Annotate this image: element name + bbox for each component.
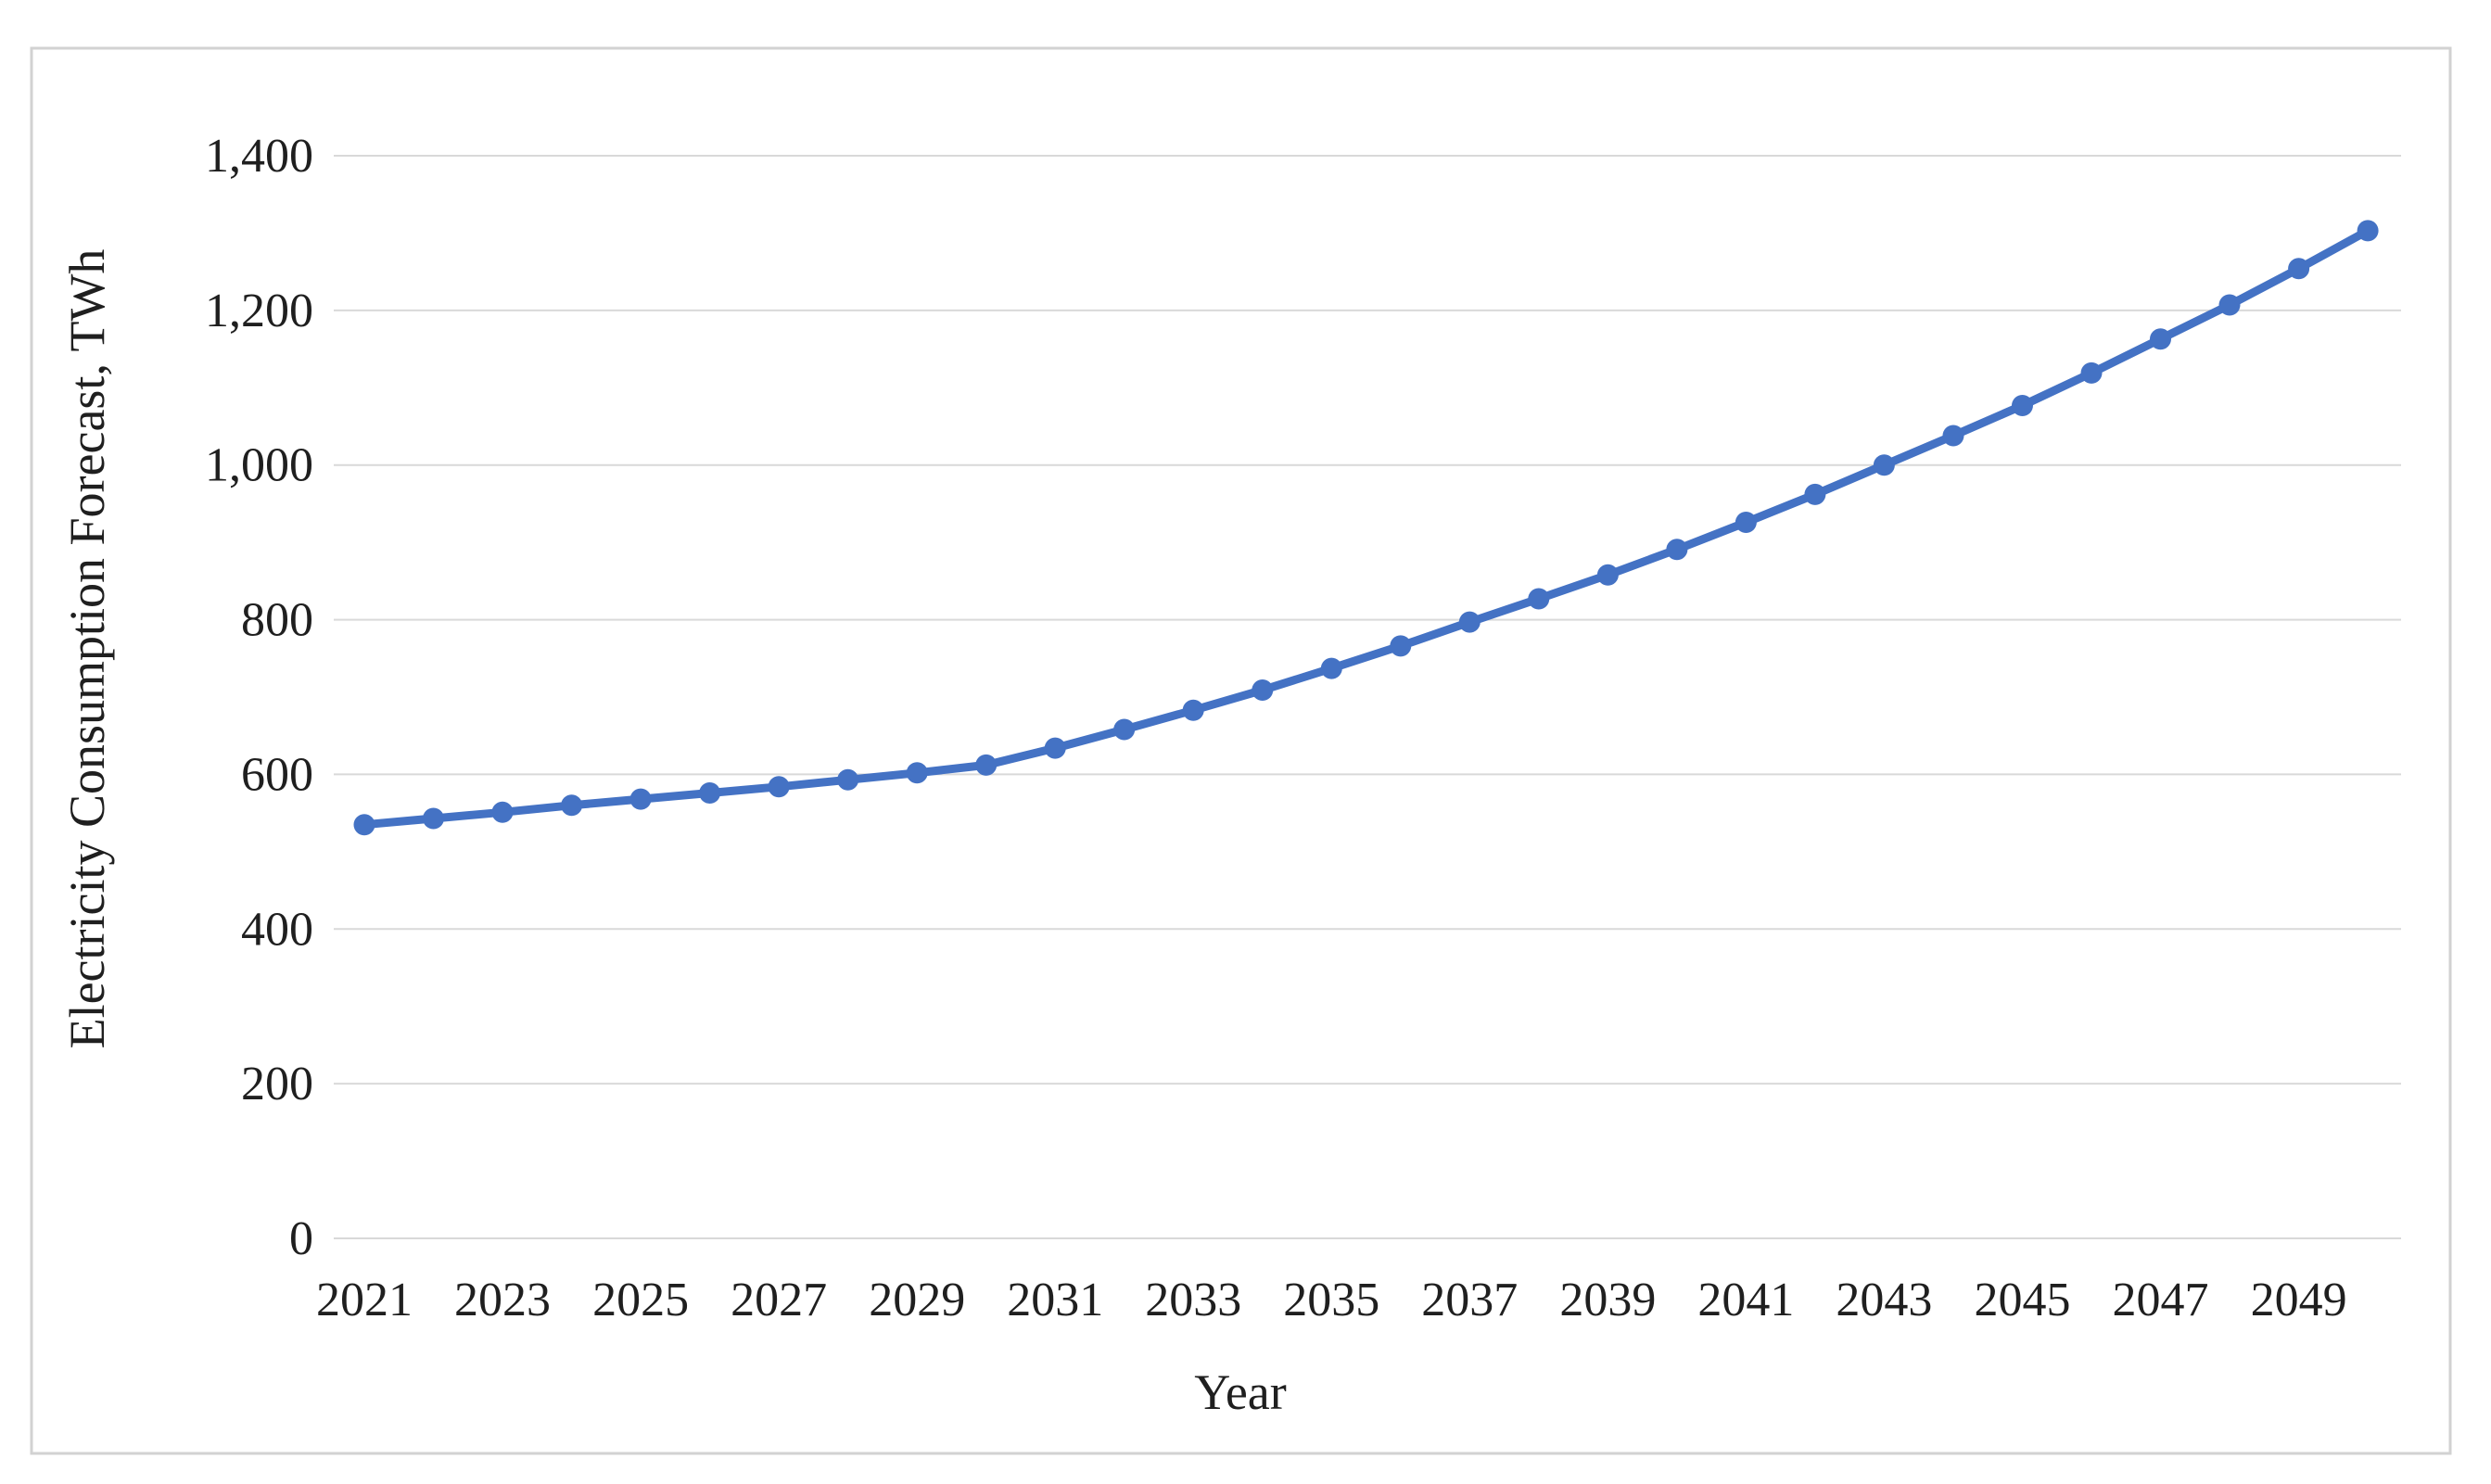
x-tick-label-2031: 2031 <box>1007 1274 1103 1326</box>
data-point-2050 <box>2357 220 2379 242</box>
x-tick-label-2039: 2039 <box>1559 1274 1656 1326</box>
y-tick-label-400: 400 <box>241 903 313 956</box>
figure-border <box>30 46 2452 1455</box>
data-point-2032 <box>1113 718 1136 741</box>
x-tick-label-2029: 2029 <box>869 1274 965 1326</box>
y-tick-label-600: 600 <box>241 748 313 801</box>
x-tick-label-2043: 2043 <box>1836 1274 1932 1326</box>
data-point-2048 <box>2218 294 2241 316</box>
data-point-2039 <box>1596 564 1619 586</box>
data-point-2028 <box>837 768 859 791</box>
data-point-2038 <box>1528 588 1550 610</box>
data-point-2043 <box>1873 454 1895 476</box>
data-point-2023 <box>491 801 514 823</box>
x-tick-label-2037: 2037 <box>1421 1274 1518 1326</box>
data-point-2029 <box>906 762 928 784</box>
x-axis-title: Year <box>1194 1364 1287 1420</box>
y-tick-label-1,000: 1,000 <box>205 439 313 492</box>
x-tick-label-2023: 2023 <box>454 1274 551 1326</box>
data-point-2022 <box>423 807 444 830</box>
x-tick-label-2041: 2041 <box>1697 1274 1794 1326</box>
data-point-2046 <box>2080 361 2103 384</box>
data-point-2042 <box>1804 483 1826 505</box>
x-tick-label-2049: 2049 <box>2251 1274 2347 1326</box>
data-point-2031 <box>1044 737 1066 759</box>
data-point-2049 <box>2288 258 2310 280</box>
y-axis-tick-labels: 0 200 400 600 800 1,000 1,200 1,400 <box>205 130 313 1265</box>
y-tick-label-1,400: 1,400 <box>205 130 313 183</box>
gridlines <box>334 155 2401 1239</box>
data-point-2035 <box>1320 657 1342 679</box>
data-point-2041 <box>1735 512 1757 533</box>
data-point-2045 <box>2012 395 2033 416</box>
data-point-2040 <box>1666 539 1688 561</box>
data-point-2037 <box>1458 611 1481 633</box>
data-series <box>353 220 2379 836</box>
y-tick-label-800: 800 <box>241 594 313 647</box>
data-point-2044 <box>1942 425 1964 447</box>
data-point-2027 <box>768 776 790 798</box>
data-point-2033 <box>1182 699 1204 721</box>
data-point-2036 <box>1390 635 1412 657</box>
x-tick-label-2035: 2035 <box>1283 1274 1379 1326</box>
x-tick-label-2045: 2045 <box>1975 1274 2071 1326</box>
data-point-2034 <box>1252 679 1274 701</box>
y-tick-label-0: 0 <box>289 1212 313 1265</box>
data-point-2047 <box>2150 328 2171 350</box>
data-point-2021 <box>353 814 375 836</box>
data-point-2026 <box>699 782 721 804</box>
data-point-2024 <box>561 794 583 817</box>
y-axis-title: Electricity Consumption Forecast, TWh <box>59 249 115 1049</box>
x-tick-label-2047: 2047 <box>2113 1274 2209 1326</box>
data-point-2025 <box>629 788 652 810</box>
data-point-2030 <box>975 754 998 776</box>
x-tick-label-2027: 2027 <box>731 1274 827 1326</box>
x-tick-label-2025: 2025 <box>592 1274 689 1326</box>
x-tick-label-2033: 2033 <box>1145 1274 1241 1326</box>
series-line <box>360 226 2372 830</box>
y-tick-label-1,200: 1,200 <box>205 285 313 337</box>
y-tick-label-200: 200 <box>241 1058 313 1110</box>
x-axis-tick-labels: 2021 2023 2025 2027 2029 2031 2033 2035 2037 2039… <box>316 1274 2347 1326</box>
x-tick-label-2021: 2021 <box>316 1274 413 1326</box>
